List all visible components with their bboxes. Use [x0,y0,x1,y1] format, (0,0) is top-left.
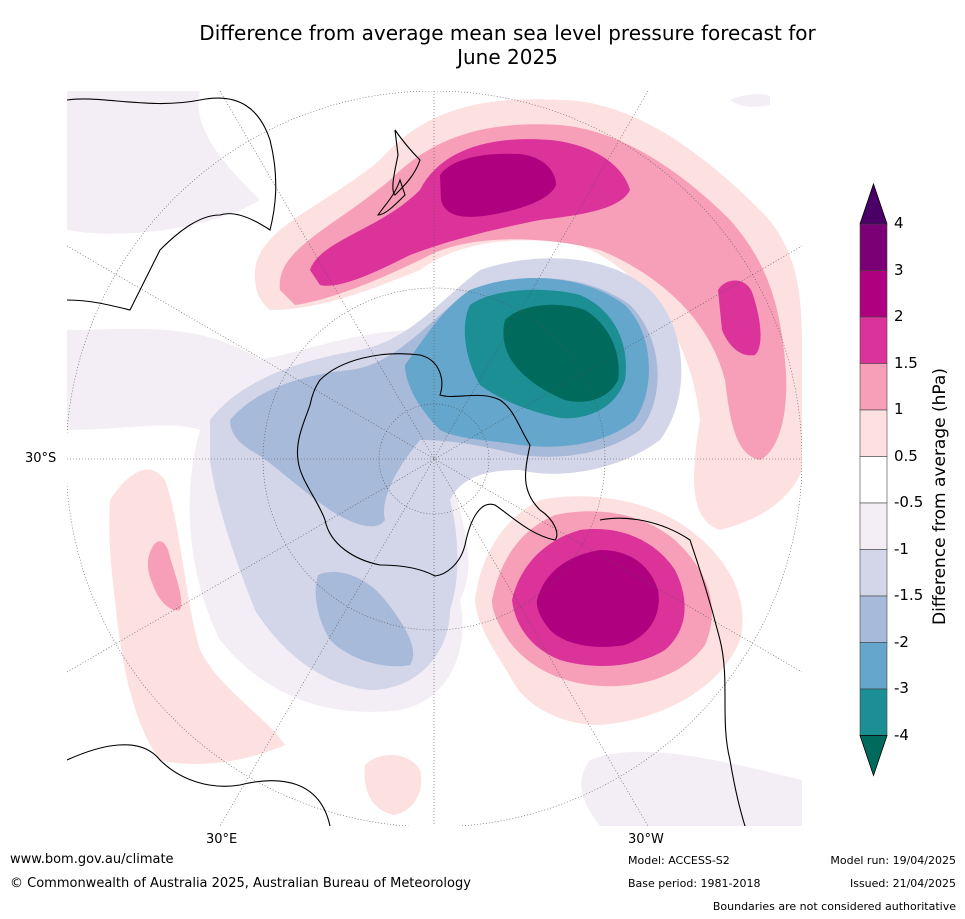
colorbar-tick-label: -2 [894,632,909,651]
field-neg15-south [315,571,414,667]
colorbar-tick-label: 0.5 [894,446,918,465]
lon-label-30e: 30°E [206,832,238,847]
colorbar-band [859,363,888,411]
colorbar-label: Difference from average (hPa) [930,368,950,625]
field-neg05-northwest [67,91,260,234]
footer-issued: Issued: 21/04/2025 [849,877,956,890]
colorbar-bands [859,182,888,777]
colorbar-tick-label: -4 [894,725,909,744]
colorbar-band [859,316,888,364]
field-neg05-southeast [581,751,802,826]
colorbar-band [859,270,888,318]
footer-website: www.bom.gov.au/climate [10,852,174,867]
colorbar-band [859,223,888,271]
field-pos20-south [536,550,659,647]
field-pos15-east-patch [718,280,761,356]
title-line-1: Difference from average mean sea level p… [199,21,816,45]
colorbar-bottom-arrow [859,735,888,777]
field-pos10-southwest [147,541,182,611]
colorbar-band [859,688,888,736]
footer-copyright: © Commonwealth of Australia 2025, Austra… [10,876,471,891]
footer-disclaimer: Boundaries are not considered authoritat… [712,900,956,913]
colorbar-band [859,549,888,597]
field-pos20-north [440,153,556,217]
south-america-coast [599,517,746,826]
colorbar-tick-label: 2 [894,307,904,325]
colorbar-tick-label: -1 [894,539,909,558]
anomaly-fields [67,91,802,826]
footer-base-period: Base period: 1981-2018 [628,877,761,890]
africa-coast [67,744,331,826]
colorbar-band [859,409,888,457]
colorbar-tick-label: -3 [894,679,909,697]
colorbar-tick-label: 3 [894,260,904,279]
colorbar-tick-label: 1 [894,400,904,418]
new-zealand-north [392,129,421,196]
colorbar-tick-label: -1.5 [894,586,924,604]
colorbar-band [859,595,888,643]
lat-label-30s: 30°S [25,451,57,466]
new-zealand-south [376,178,406,216]
colorbar-band [859,642,888,690]
colorbar-tick-label: 1.5 [894,353,918,372]
colorbar-band [859,456,888,504]
coastlines [67,97,746,826]
field-neg05-east-island [730,94,770,107]
footer-model: Model: ACCESS-S2 [628,854,730,867]
field-pos05-southwest [109,469,285,765]
australia-coast [67,97,277,311]
field-neg40-center [503,304,619,402]
antarctica-coast [296,353,558,577]
colorbar-tick-label: -0.5 [894,493,924,511]
lon-label-30w: 30°W [628,832,664,847]
footer-model-run: Model run: 19/04/2025 [830,854,956,867]
colorbar-top-arrow [859,182,888,225]
graticule [67,91,802,826]
colorbar-band [859,502,888,550]
field-pos05-south-small [364,754,422,815]
title-line-2: June 2025 [457,45,558,69]
chart-title: Difference from average mean sea level p… [120,21,895,69]
colorbar-tick-label: 4 [894,214,904,232]
